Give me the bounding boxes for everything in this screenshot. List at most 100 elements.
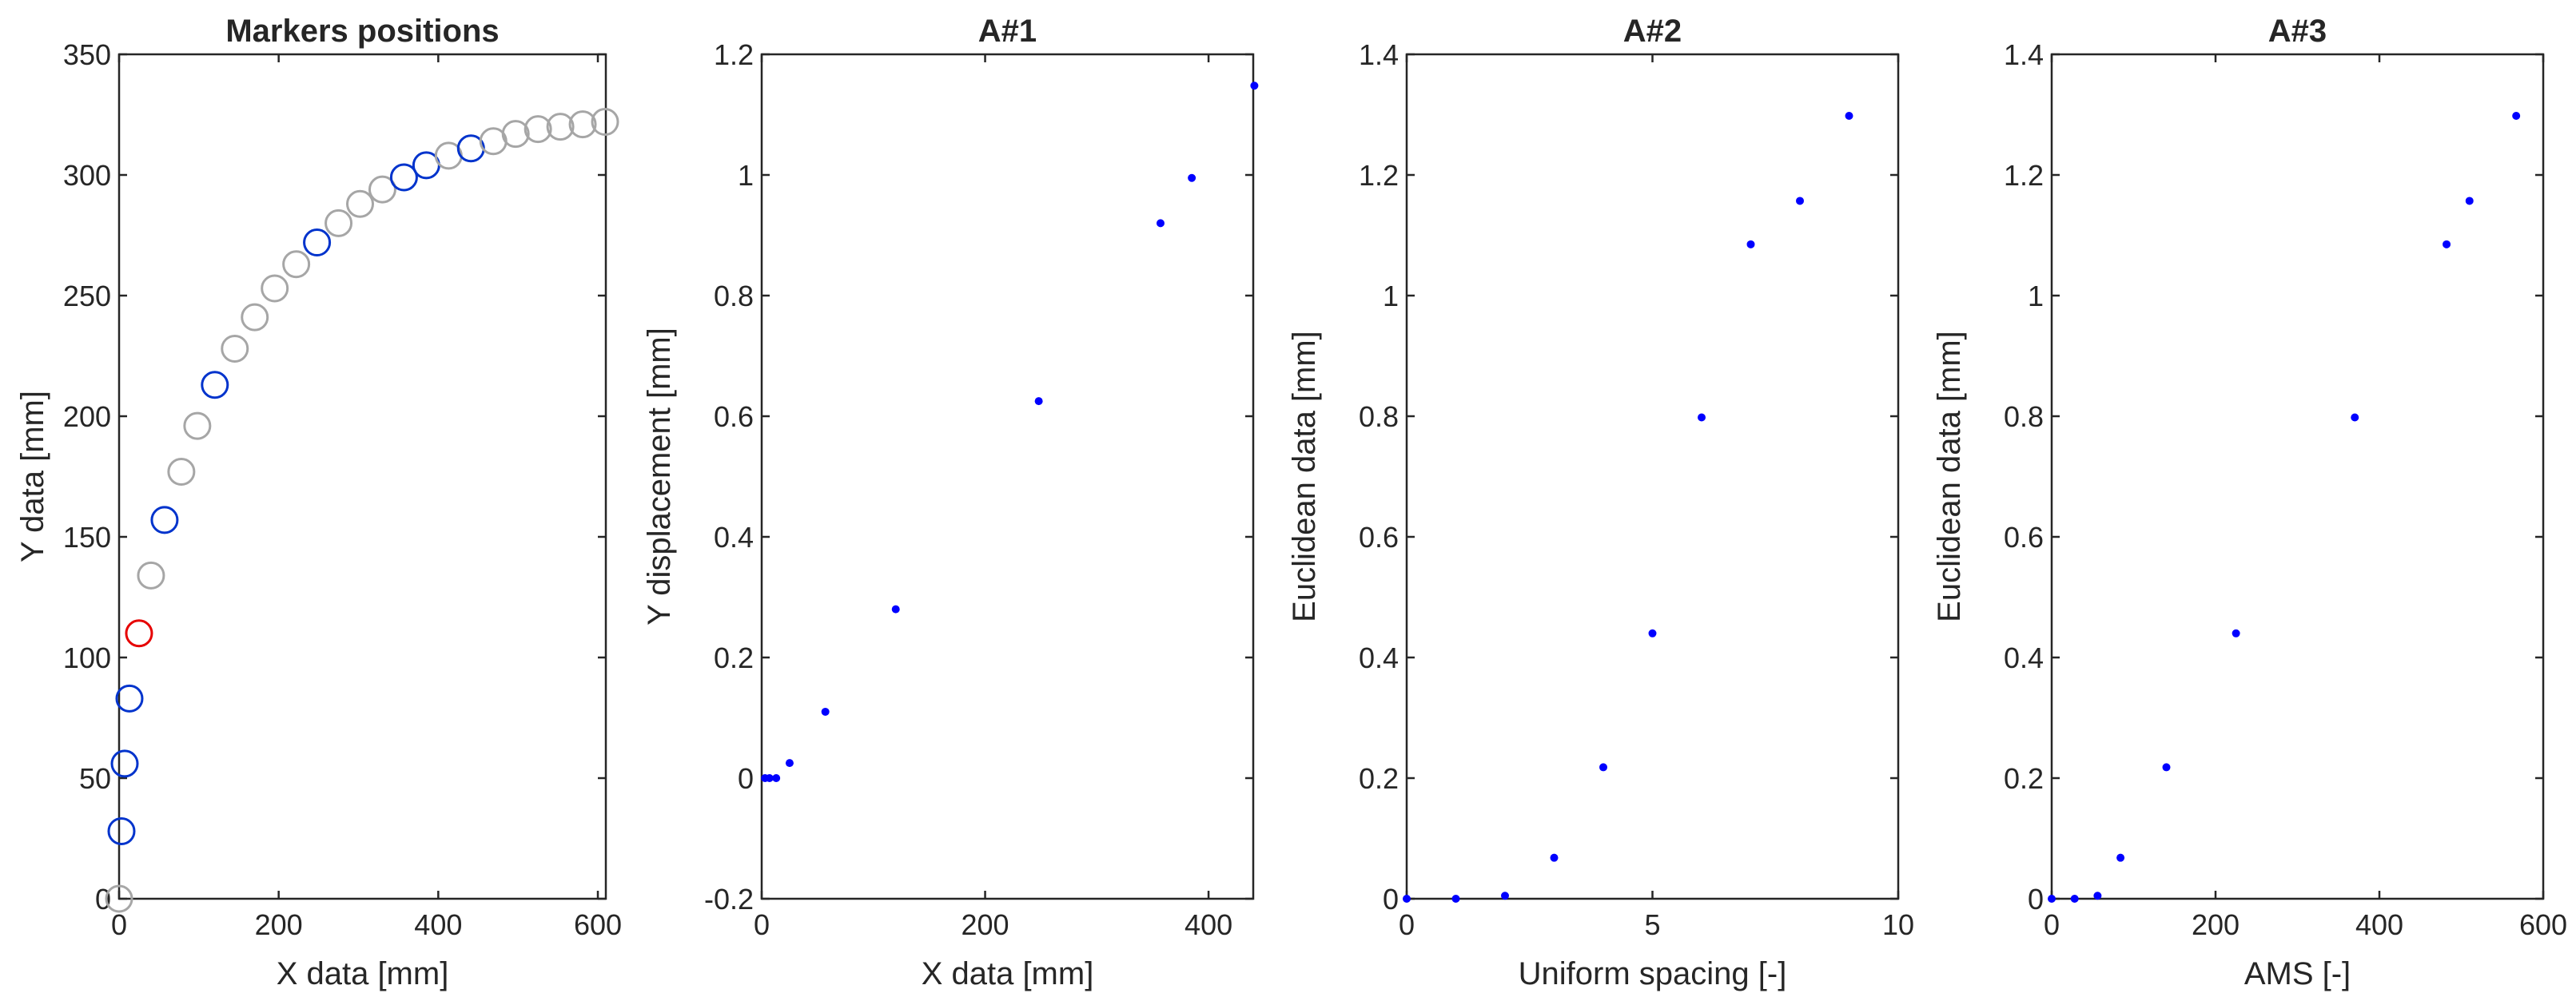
- data-point: [785, 759, 794, 768]
- data-point: [1501, 892, 1509, 900]
- marker-point: [261, 274, 289, 303]
- data-point: [772, 774, 781, 782]
- x-tick-label: 10: [1882, 908, 1914, 941]
- data-point: [1746, 240, 1755, 248]
- y-tick-label: 100: [63, 642, 111, 674]
- x-axis-label-1: X data [mm]: [277, 956, 449, 991]
- x-tick-label: 400: [2355, 908, 2403, 941]
- marker-point: [282, 250, 311, 279]
- panel-1: 0 200 400 600 0 50 100 150 200 250 300 350 Markers p…: [15, 14, 622, 991]
- x-tick-label: 200: [2192, 908, 2240, 941]
- y-tick-label: 50: [79, 762, 111, 795]
- marker-point: [346, 189, 375, 218]
- data-point: [2465, 197, 2474, 205]
- y-tick-label: 1.4: [2004, 38, 2044, 71]
- y-tick-label: 150: [63, 521, 111, 554]
- data-point: [2351, 413, 2359, 422]
- y-tick-label: 1.2: [714, 38, 754, 71]
- marker-point: [241, 303, 269, 332]
- x-tick-label: 400: [1184, 908, 1232, 941]
- marker-point: [501, 120, 530, 149]
- chart-title-2: A#1: [978, 14, 1037, 49]
- marker-point: [221, 334, 249, 363]
- x-tick-label: 600: [2519, 908, 2567, 941]
- y-axis-label-3: Euclidean data [mm]: [1287, 331, 1322, 622]
- marker-point: [115, 684, 144, 713]
- marker-point: [105, 884, 133, 913]
- y-tick-label: 250: [63, 280, 111, 312]
- data-point: [1599, 763, 1607, 772]
- axes-box-4: [2050, 53, 2545, 900]
- y-tick-label: 0.8: [2004, 400, 2044, 433]
- data-point: [2443, 240, 2451, 248]
- y-tick-label: 0.4: [2004, 642, 2044, 674]
- x-tick-label: 600: [574, 908, 622, 941]
- marker-point: [167, 457, 196, 486]
- y-tick-label: 300: [63, 159, 111, 192]
- marker-point: [110, 749, 139, 778]
- panel-3: 0 5 10 0 0.2 0.4 0.6 0.8 1 1.2 1.4 A#2 Uniform spaci…: [1287, 14, 1914, 991]
- panel-2: 0 200 400-0.200.20.40.60.811.2A#1X data [m…: [642, 14, 1259, 991]
- data-point: [1403, 895, 1411, 903]
- y-tick-label: 0: [2028, 883, 2044, 916]
- marker-point: [107, 816, 136, 845]
- panel-4: 0 200 400 600 0 0.2 0.4 0.6 0.8 1 1.2 1.4 A#3 AMS [-]…: [1932, 14, 2567, 991]
- y-tick-label: -0.2: [704, 883, 754, 916]
- y-tick-label: 350: [63, 38, 111, 71]
- chart-title-4: A#3: [2268, 14, 2327, 49]
- y-tick-label: 0.6: [2004, 521, 2044, 554]
- y-tick-label: 0.8: [714, 280, 754, 312]
- marker-point: [524, 115, 552, 144]
- data-point: [891, 605, 900, 614]
- y-tick-label: 0.2: [2004, 762, 2044, 795]
- x-axis-label-3: Uniform spacing [-]: [1519, 956, 1787, 991]
- y-tick-label: 0.4: [714, 521, 754, 554]
- x-axis-label-2: X data [mm]: [922, 956, 1094, 991]
- x-tick-label: 0: [1399, 908, 1415, 941]
- data-point: [765, 774, 774, 782]
- x-tick-label: 0: [754, 908, 770, 941]
- data-point: [1845, 112, 1853, 121]
- y-tick-label: 1: [738, 159, 754, 192]
- y-tick-label: 1.2: [2004, 159, 2044, 192]
- data-point: [821, 707, 830, 716]
- chart-title-3: A#2: [1623, 14, 1682, 49]
- axes-box-3: [1405, 53, 1900, 900]
- y-tick-label: 0: [95, 883, 111, 916]
- y-tick-label: 0.2: [714, 642, 754, 674]
- y-tick-label: 1.2: [1359, 159, 1399, 192]
- data-point: [1550, 853, 1559, 862]
- y-tick-label: 1: [1383, 280, 1399, 312]
- x-tick-label: 200: [962, 908, 1009, 941]
- data-point: [1188, 173, 1196, 182]
- y-tick-label: 0.8: [1359, 400, 1399, 433]
- data-point: [1796, 197, 1804, 205]
- marker-point: [324, 209, 353, 237]
- data-point: [1034, 397, 1043, 406]
- marker-point: [150, 506, 179, 534]
- marker-point: [137, 561, 165, 590]
- data-point: [1250, 81, 1259, 90]
- y-axis-label-1: Y data [mm]: [15, 391, 50, 562]
- x-tick-label: 5: [1644, 908, 1660, 941]
- data-point: [2070, 895, 2079, 903]
- data-point: [2093, 892, 2102, 900]
- y-tick-label: 0.2: [1359, 762, 1399, 795]
- y-tick-label: 0: [1383, 883, 1399, 916]
- marker-point: [125, 619, 153, 648]
- x-axis-label-4: AMS [-]: [2244, 956, 2351, 991]
- x-tick-label: 0: [2044, 908, 2060, 941]
- data-point: [2116, 853, 2125, 862]
- axes-box-1: [117, 53, 607, 900]
- x-tick-label: 200: [255, 908, 303, 941]
- y-tick-label: 0: [738, 762, 754, 795]
- y-tick-label: 0.6: [714, 400, 754, 433]
- marker-point: [591, 108, 619, 137]
- data-point: [2162, 763, 2171, 772]
- marker-point: [389, 163, 418, 192]
- data-point: [1648, 629, 1657, 638]
- marker-point: [568, 110, 597, 139]
- y-axis-label-2: Y displacement [mm]: [642, 328, 677, 626]
- axes-box-2: [760, 53, 1255, 900]
